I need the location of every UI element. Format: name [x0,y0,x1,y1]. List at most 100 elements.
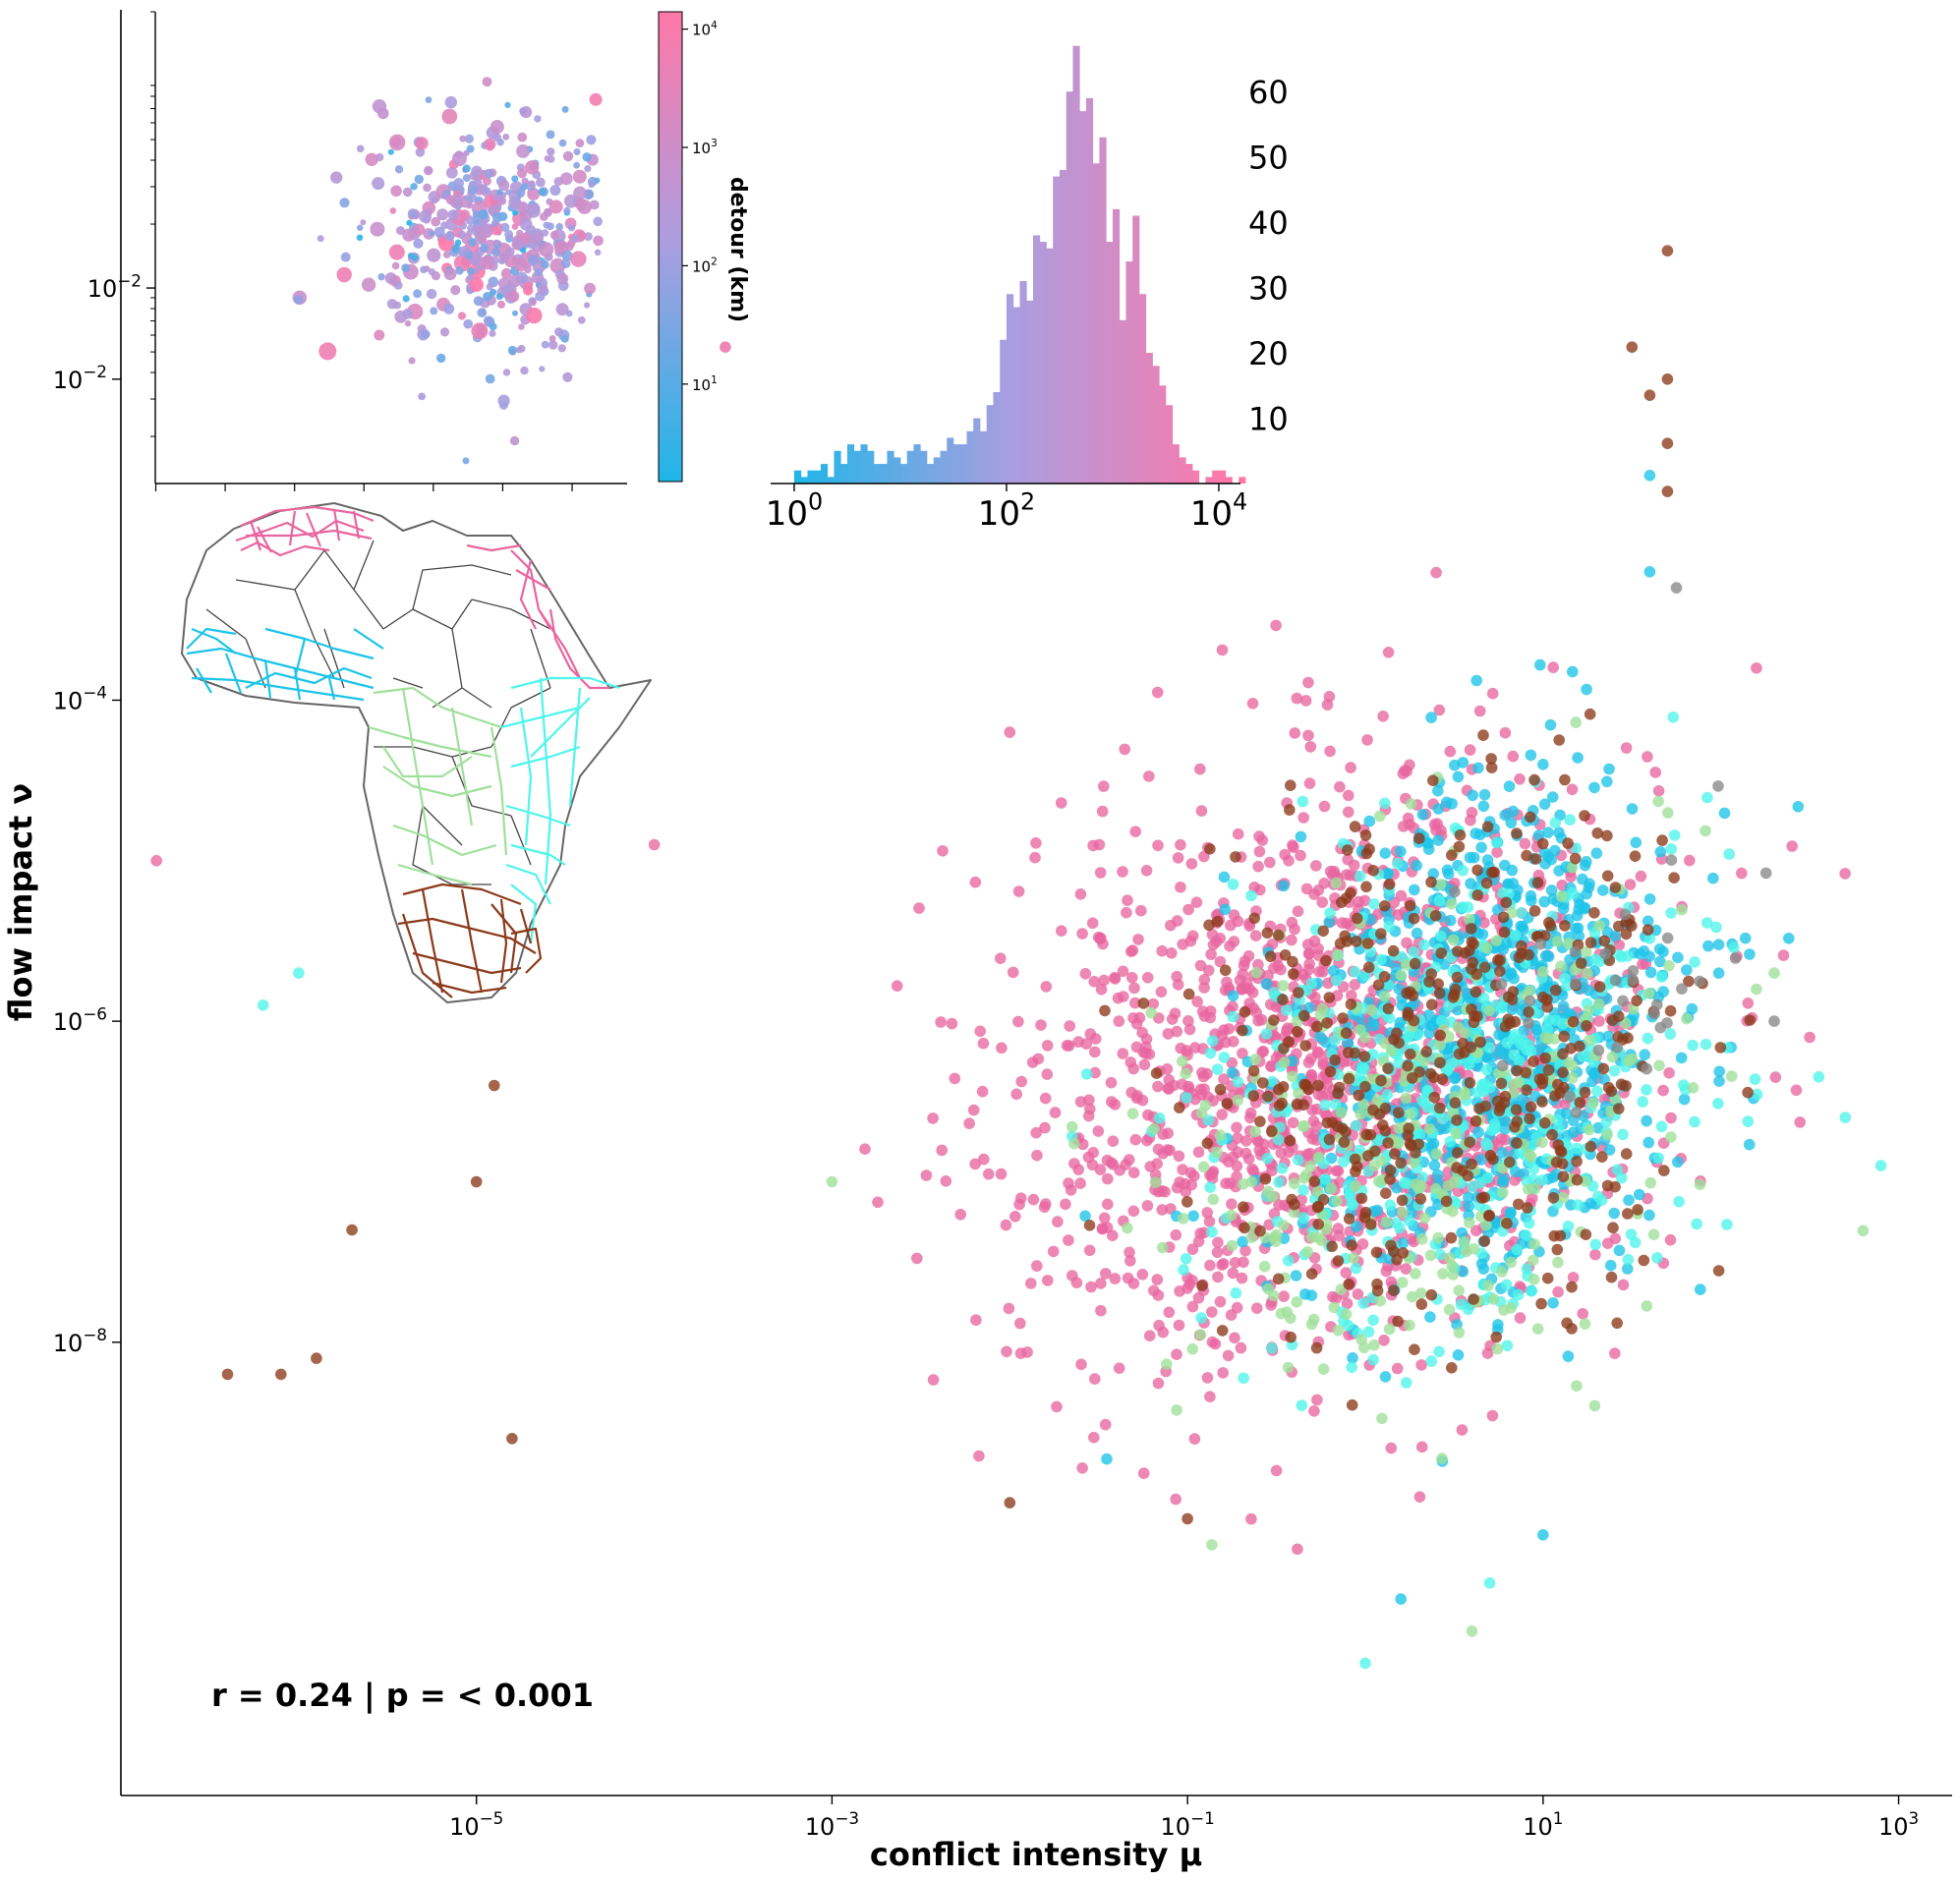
inset-point [553,177,563,187]
scatter-point [1121,906,1132,919]
histogram-bar [1152,366,1160,484]
scatter-point [1189,1042,1201,1054]
scatter-point [1497,911,1510,924]
scatter-point [1477,729,1489,741]
scatter-point [1547,661,1559,673]
scatter-point [1352,1288,1364,1300]
scatter-point [1183,1279,1196,1290]
scatter-point [1089,1046,1101,1058]
scatter-point [1804,1031,1816,1044]
scatter-point [1202,1114,1215,1126]
scatter-point [1292,905,1304,918]
scatter-point [1447,934,1460,946]
scatter-point [1464,913,1475,926]
scatter-point [1665,854,1678,866]
scatter-point [1249,1125,1261,1138]
scatter-point [1206,1306,1218,1318]
scatter-point [1152,1080,1164,1093]
inset-point [402,295,410,303]
scatter-point [1505,1256,1517,1269]
inset-point [384,272,397,285]
scatter-point [1178,1213,1189,1225]
scatter-point [1074,1177,1086,1189]
histogram-bar [959,444,967,484]
scatter-point [1416,1171,1429,1183]
scatter-point [1305,1070,1317,1082]
scatter-point [1117,866,1128,878]
scatter-point [1340,1267,1353,1279]
scatter-point [1030,1126,1042,1139]
inset-point [555,303,569,316]
scatter-point [1185,858,1198,870]
scatter-point [1526,1151,1537,1164]
scatter-point [1528,773,1540,786]
scatter-point [1362,1326,1375,1338]
scatter-point [1359,1080,1371,1093]
scatter-point [1464,851,1476,864]
scatter-point [1223,1023,1235,1035]
scatter-point [1643,470,1656,482]
scatter-point [1566,1281,1578,1293]
scatter-point [1163,1306,1176,1319]
scatter-point [1687,1082,1700,1094]
scatter-point [1506,864,1519,877]
scatter-point [1623,1054,1635,1067]
scatter-point [1168,1079,1180,1092]
scatter-point [1701,917,1713,929]
scatter-point [1617,1279,1630,1291]
scatter-point [1558,972,1571,985]
scatter-point [1434,1102,1446,1114]
scatter-point [1613,1244,1626,1257]
scatter-point [1661,437,1674,450]
scatter-point [1363,843,1375,855]
scatter-point [1432,834,1444,846]
scatter-point [1095,1304,1107,1317]
scatter-point [1393,1037,1405,1049]
scatter-point [1260,1028,1273,1040]
histogram-bar [986,405,994,484]
scatter-point [1324,907,1336,919]
scatter-point [1404,1319,1415,1332]
scatter-point [1654,1021,1667,1034]
scatter-point [1480,877,1493,889]
scatter-point [1409,1343,1420,1355]
inset-point [593,235,604,247]
scatter-point [937,845,949,857]
inset-point [582,152,592,162]
scatter-point [1575,957,1587,969]
inset-point [496,189,503,196]
scatter-point [1266,1342,1278,1354]
scatter-point [1580,945,1592,958]
scatter-point [1226,1239,1239,1252]
scatter-point [1444,914,1457,927]
scatter-point [1571,1380,1583,1392]
scatter-point [1434,1056,1446,1069]
scatter-point [1204,1181,1216,1193]
scatter-point [1302,676,1314,689]
inset-point [593,216,603,227]
histogram-bar [1053,176,1061,484]
scatter-point [1529,853,1542,865]
scatter-point [1505,817,1518,828]
inset-point [517,168,527,179]
scatter-point [1349,821,1361,832]
scatter-point [1080,1038,1092,1050]
colorbar-label: detour (km) [725,177,750,322]
scatter-point [1230,851,1241,863]
scatter-point [1377,1119,1389,1131]
scatter-point [1095,984,1108,996]
scatter-point [1627,974,1639,986]
scatter-point [1229,1332,1240,1344]
scatter-point [1579,810,1590,822]
scatter-point [1675,1052,1688,1064]
scatter-point [1425,998,1438,1010]
inset-point [394,165,404,174]
scatter-point [1454,829,1467,841]
scatter-point [1499,1090,1512,1103]
scatter-point [1340,1308,1353,1321]
inset-point [508,274,522,288]
scatter-point [1450,1127,1463,1140]
inset-point [539,366,546,372]
scatter-point [1503,991,1515,1003]
